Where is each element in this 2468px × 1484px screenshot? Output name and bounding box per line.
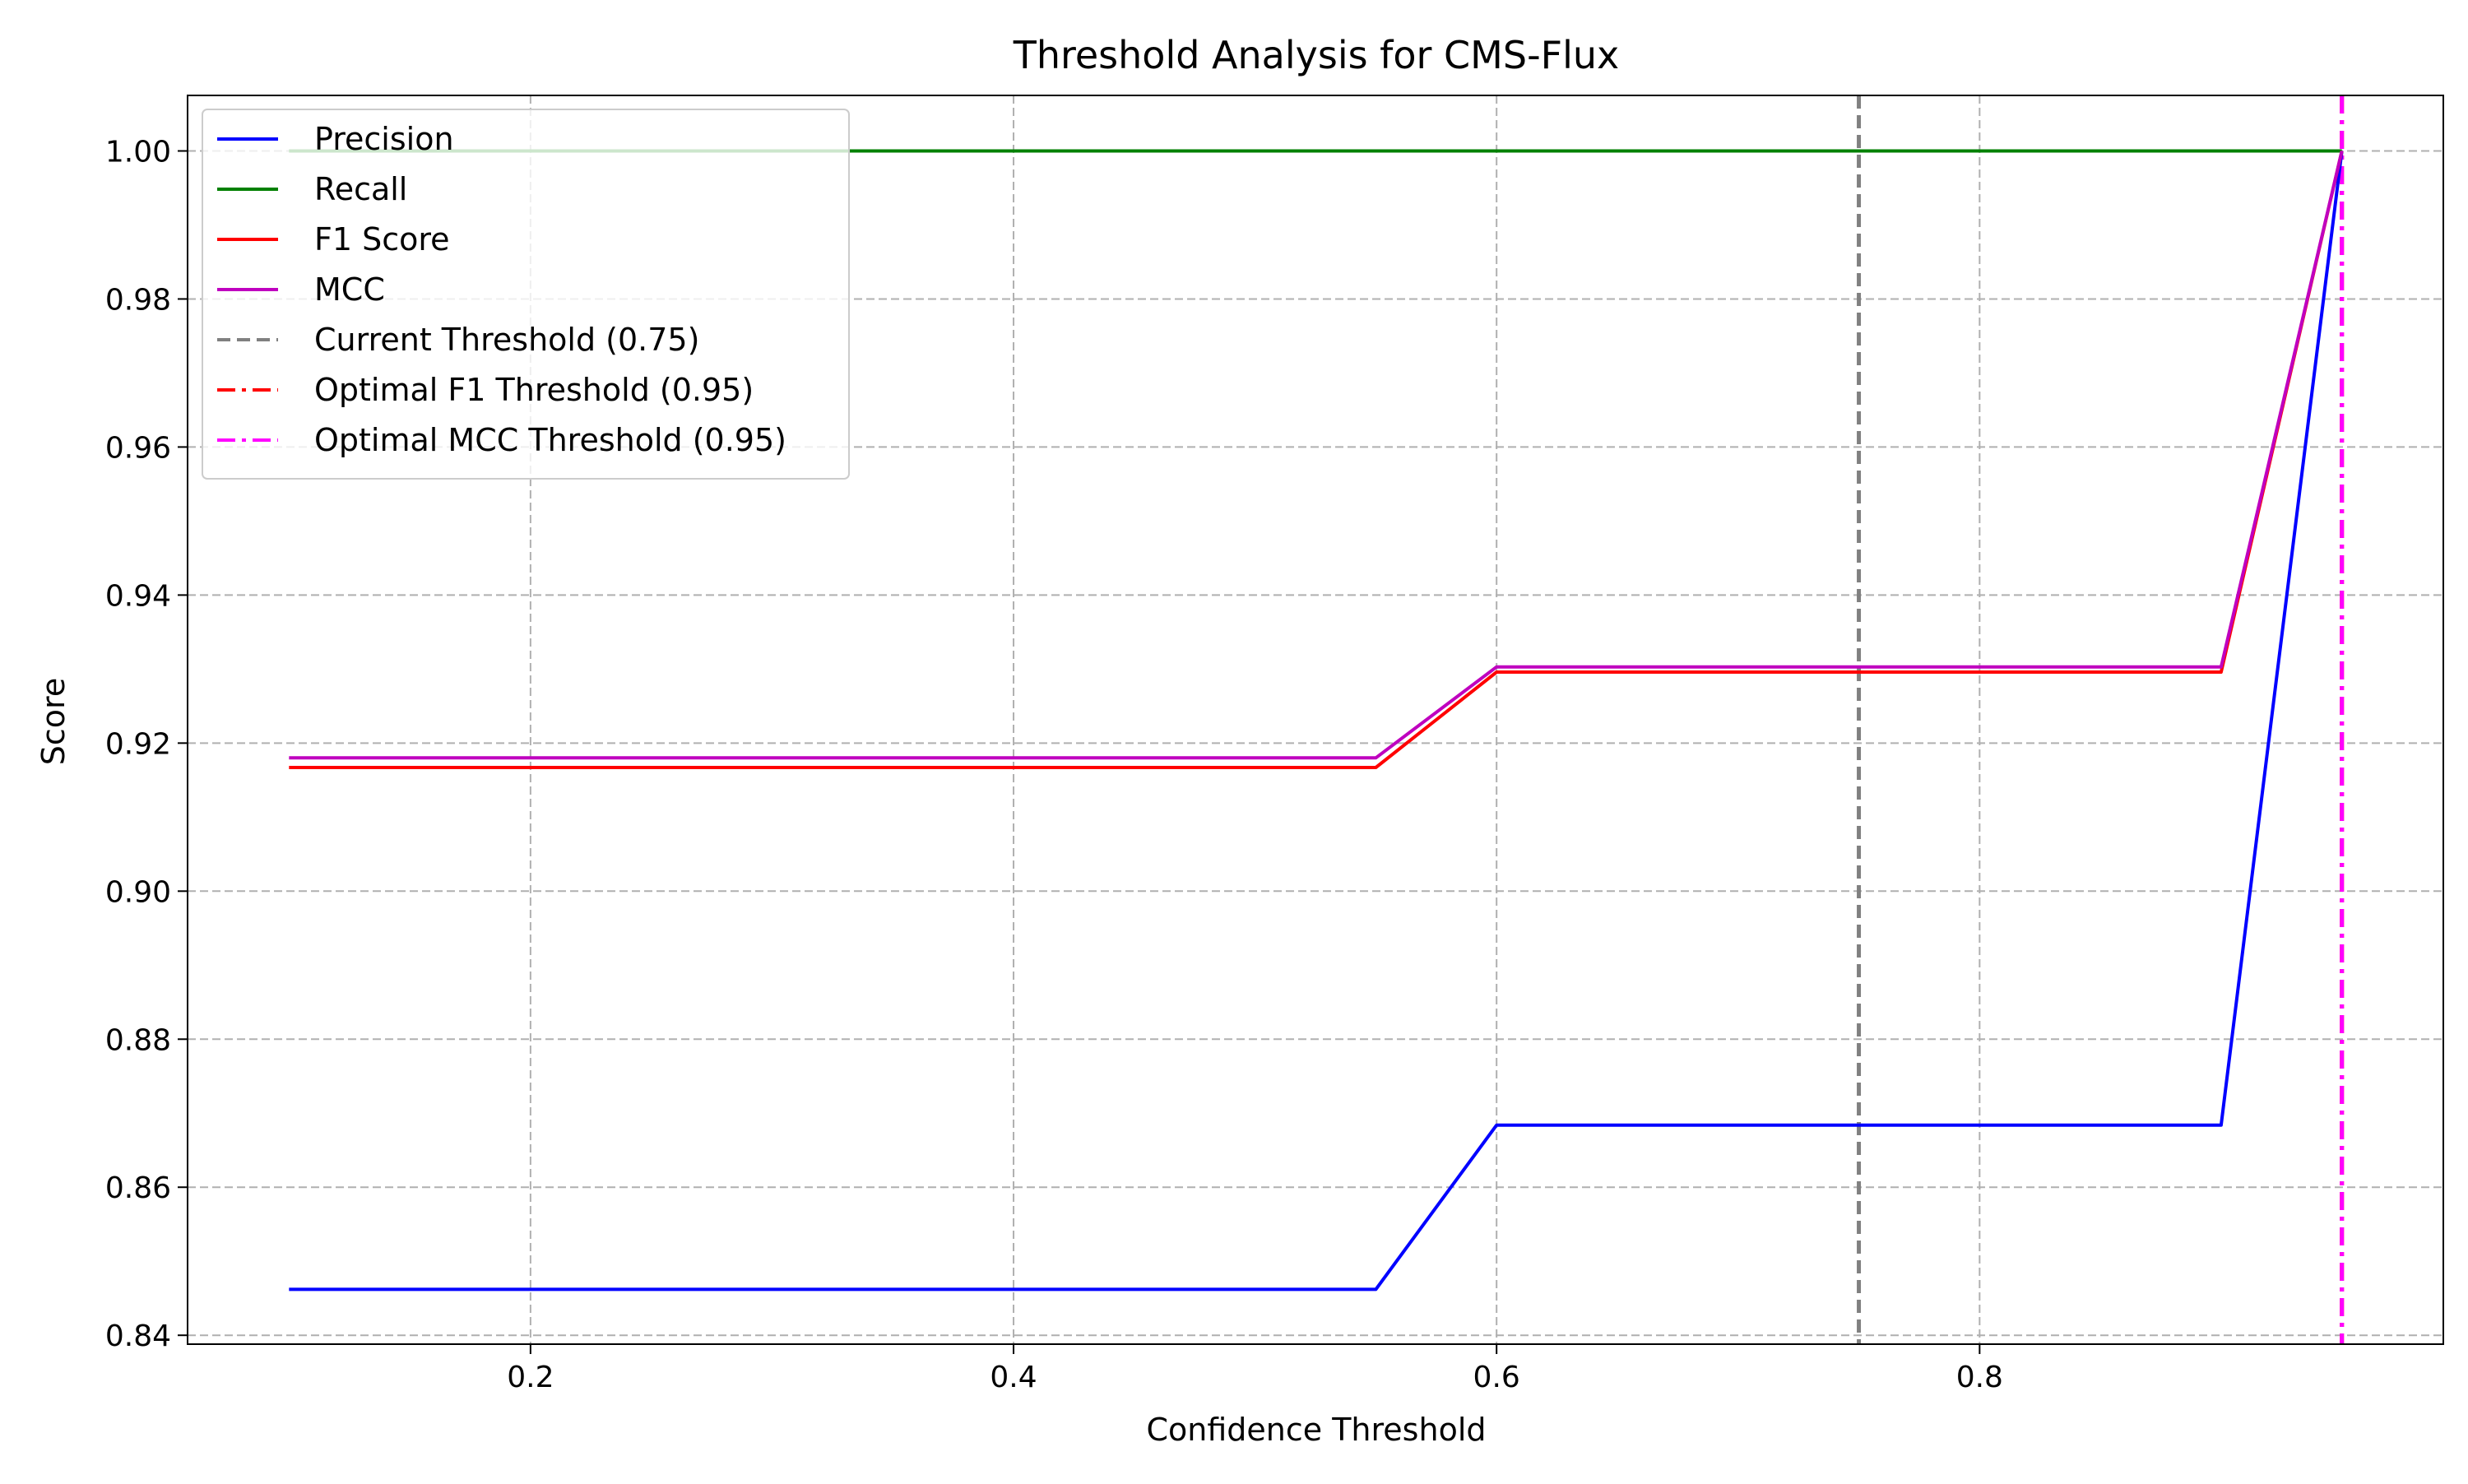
legend-label: Current Threshold (0.75) [314, 322, 699, 358]
y-tick-label: 0.94 [105, 579, 171, 613]
series-line [289, 151, 2344, 760]
plot-frame [187, 95, 2444, 1345]
y-tick-label: 0.86 [105, 1171, 171, 1205]
x-tick-label: 0.2 [507, 1361, 554, 1394]
legend-label: F1 Score [314, 221, 450, 257]
series-lines [289, 149, 2344, 1292]
y-tick-label: 0.90 [105, 875, 171, 909]
y-tick-label: 0.96 [105, 431, 171, 465]
legend-label: Recall [314, 171, 407, 207]
x-tick-label: 0.4 [990, 1361, 1037, 1394]
y-tick-label: 0.98 [105, 283, 171, 317]
legend: Precision Recall F1 Score MCC Current Thresh… [202, 109, 850, 480]
x-tick-label: 0.8 [1956, 1361, 2003, 1394]
legend-label: Optimal MCC Threshold (0.95) [314, 422, 786, 458]
series-line [289, 151, 2344, 1292]
x-tick-label: 0.6 [1473, 1361, 1520, 1394]
legend-box [202, 109, 850, 480]
y-tick-label: 0.88 [105, 1023, 171, 1057]
y-axis-label: Score [35, 678, 72, 765]
y-tick-label: 1.00 [105, 135, 171, 169]
y-tick-label: 0.92 [105, 727, 171, 761]
x-axis-label: Confidence Threshold [1146, 1412, 1486, 1448]
threshold-lines [1857, 95, 2345, 1344]
x-axis-ticks: 0.2 0.4 0.6 0.8 [507, 1344, 2003, 1394]
series-line [289, 151, 2344, 769]
chart-title: Threshold Analysis for CMS-Flux [1013, 33, 1620, 77]
y-tick-label: 0.84 [105, 1319, 171, 1353]
legend-label: MCC [314, 271, 385, 308]
legend-label: Precision [314, 121, 454, 157]
legend-label: Optimal F1 Threshold (0.95) [314, 372, 754, 408]
y-axis-ticks: 0.84 0.86 0.88 0.90 0.92 0.94 0.96 0.98 1.00 [105, 135, 188, 1353]
